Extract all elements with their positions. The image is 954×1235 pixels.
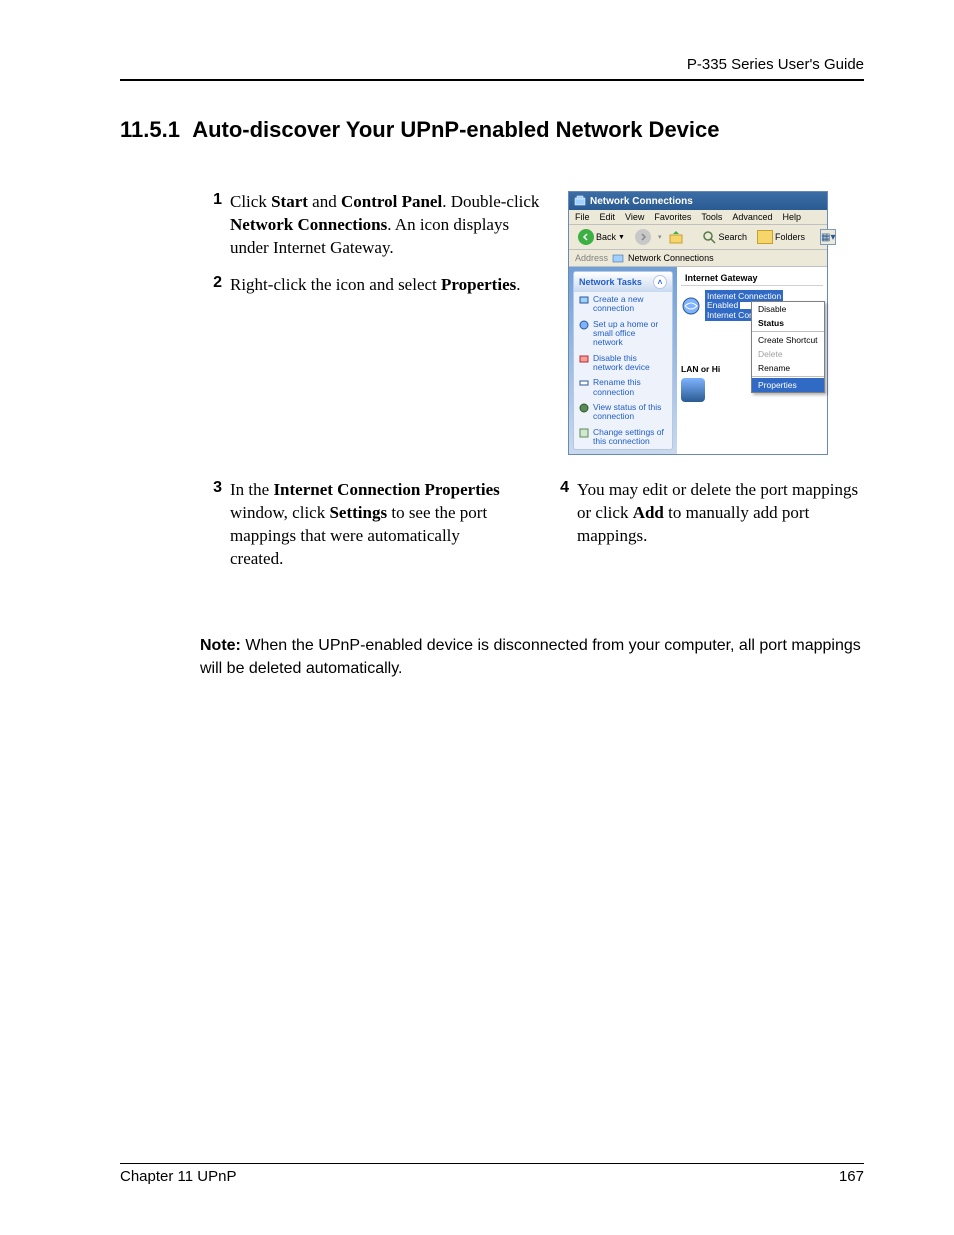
search-icon <box>702 230 716 244</box>
step-2: 2 Right-click the icon and select Proper… <box>200 274 550 297</box>
scr-menubar: File Edit View Favorites Tools Advanced … <box>569 210 827 225</box>
section-title-text: Auto-discover Your UPnP-enabled Network … <box>192 117 719 142</box>
scr-forward-button[interactable] <box>632 228 654 246</box>
scr-task-disable[interactable]: Disable this network device <box>574 351 672 376</box>
section-heading: 11.5.1 Auto-discover Your UPnP-enabled N… <box>120 117 864 143</box>
scr-title-text: Network Connections <box>590 196 693 207</box>
gateway-icon <box>681 296 701 316</box>
ctx-status[interactable]: Status <box>752 316 824 330</box>
scr-sidebar: Network Tasks ˄ Create a new connection … <box>569 267 677 454</box>
scr-task-heading[interactable]: Network Tasks ˄ <box>574 272 672 292</box>
step-3-text: In the Internet Connection Properties wi… <box>230 479 517 571</box>
step-4: 4 You may edit or delete the port mappin… <box>547 479 864 548</box>
step-2-number: 2 <box>200 274 230 292</box>
forward-arrow-icon <box>635 229 651 245</box>
scr-address-value: Network Connections <box>628 253 714 263</box>
chevron-up-icon: ˄ <box>653 275 667 289</box>
scr-views-button[interactable]: ▦▾ <box>820 229 836 245</box>
lan-device-icon <box>681 378 705 402</box>
scr-task-create[interactable]: Create a new connection <box>574 292 672 317</box>
ctx-rename[interactable]: Rename <box>752 361 824 375</box>
step-3-number: 3 <box>200 479 230 497</box>
home-network-icon <box>579 320 589 330</box>
scr-menu-edit[interactable]: Edit <box>600 212 616 222</box>
disable-icon <box>579 354 589 364</box>
step-2-text: Right-click the icon and select Properti… <box>230 274 550 297</box>
scr-group-internet-gateway: Internet Gateway <box>681 271 823 286</box>
scr-task-settings[interactable]: Change settings of this connection <box>574 425 672 450</box>
scr-menu-tools[interactable]: Tools <box>701 212 722 222</box>
header-rule <box>120 79 864 81</box>
section-number: 11.5.1 <box>120 117 180 142</box>
ctx-shortcut[interactable]: Create Shortcut <box>752 333 824 347</box>
header-guide-title: P-335 Series User's Guide <box>120 56 864 73</box>
scr-task-rename[interactable]: Rename this connection <box>574 375 672 400</box>
scr-menu-file[interactable]: File <box>575 212 590 222</box>
note-text: When the UPnP-enabled device is disconne… <box>200 637 861 676</box>
back-arrow-icon <box>578 229 594 245</box>
page-footer: Chapter 11 UPnP 167 <box>120 1163 864 1185</box>
step-1: 1 Click Start and Control Panel. Double-… <box>200 191 550 260</box>
scr-folders-button[interactable]: Folders <box>754 229 808 245</box>
step-4-number: 4 <box>547 479 577 497</box>
screenshot-network-connections: Network Connections File Edit View Favor… <box>568 191 828 455</box>
scr-main-pane: Internet Gateway Internet Connection Ena… <box>677 267 827 454</box>
scr-body: Network Tasks ˄ Create a new connection … <box>569 267 827 454</box>
step-4-text: You may edit or delete the port mappings… <box>577 479 864 548</box>
scr-back-button[interactable]: Back ▼ <box>575 228 628 246</box>
footer-chapter: Chapter 11 UPnP <box>120 1168 236 1185</box>
step-3: 3 In the Internet Connection Properties … <box>200 479 517 571</box>
ctx-disable[interactable]: Disable <box>752 302 824 316</box>
new-connection-icon <box>579 295 589 305</box>
scr-toolbar: Back ▼ ▾ Search <box>569 225 827 250</box>
step-1-number: 1 <box>200 191 230 209</box>
step-1-text: Click Start and Control Panel. Double-cl… <box>230 191 550 260</box>
scr-search-button[interactable]: Search <box>699 229 750 245</box>
scr-context-menu: Disable Status Create Shortcut Delete Re… <box>751 301 825 393</box>
rename-icon <box>579 378 589 388</box>
scr-address-label: Address <box>575 253 608 263</box>
footer-rule <box>120 1163 864 1164</box>
scr-menu-view[interactable]: View <box>625 212 644 222</box>
scr-task-status[interactable]: View status of this connection <box>574 400 672 425</box>
scr-title-icon <box>574 195 586 207</box>
status-icon <box>579 403 589 413</box>
footer-page-number: 167 <box>839 1168 864 1185</box>
note-paragraph: Note: When the UPnP-enabled device is di… <box>200 635 864 680</box>
folders-icon <box>757 230 773 244</box>
scr-menu-help[interactable]: Help <box>782 212 801 222</box>
scr-menu-advanced[interactable]: Advanced <box>732 212 772 222</box>
ctx-delete: Delete <box>752 347 824 361</box>
scr-menu-favorites[interactable]: Favorites <box>654 212 691 222</box>
scr-up-button[interactable] <box>665 228 687 246</box>
scr-addressbar: Address Network Connections <box>569 250 827 267</box>
up-folder-icon <box>668 229 684 245</box>
scr-address-icon <box>612 252 624 264</box>
note-label: Note: <box>200 637 241 654</box>
settings-icon <box>579 428 589 438</box>
ctx-properties[interactable]: Properties <box>752 378 824 392</box>
scr-task-setup[interactable]: Set up a home or small office network <box>574 317 672 351</box>
scr-titlebar: Network Connections <box>569 192 827 210</box>
scr-task-panel: Network Tasks ˄ Create a new connection … <box>573 271 673 450</box>
